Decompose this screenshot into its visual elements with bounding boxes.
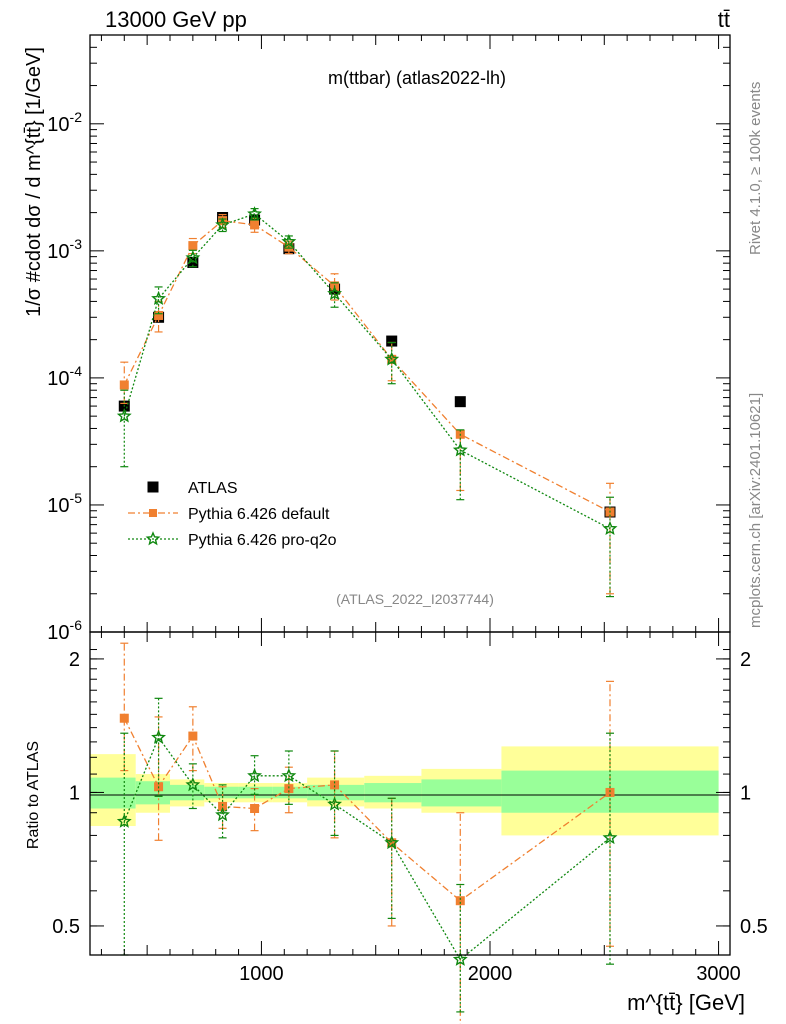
ratio-panel-frame xyxy=(89,631,731,956)
legend-label: Pythia 6.426 default xyxy=(188,506,330,523)
pythia-default-line xyxy=(123,219,611,513)
x-tick-label: 3000 xyxy=(696,963,741,985)
analysis-watermark: (ATLAS_2022_I2037744) xyxy=(336,591,494,607)
x-axis-label: m^{tt̄} [GeV] xyxy=(627,990,745,1015)
pythia-pro-q2o-point xyxy=(602,520,618,536)
ratio-y-tick-label-left: 0.5 xyxy=(52,916,80,938)
pythia-pro-q2o-point xyxy=(215,217,231,232)
ratio-pythia-pro-q2o-point xyxy=(116,813,132,828)
ratio-pythia-default-point xyxy=(119,713,129,723)
atlas-data-point xyxy=(386,335,398,347)
main-y-tick-exponent: -3 xyxy=(70,236,83,252)
ratio-inner-band xyxy=(90,777,136,809)
ratio-pythia-default-point xyxy=(218,801,228,811)
x-tick-label: 1000 xyxy=(239,963,284,985)
pythia-pro-q2o-point xyxy=(327,285,343,301)
chart-title: m(ttbar) (atlas2022-lh) xyxy=(328,68,506,88)
ratio-pythia-default-point xyxy=(455,896,465,906)
ratio-pythia-pro-q2o-point xyxy=(281,768,297,783)
atlas-data-point xyxy=(454,396,466,408)
main-y-tick-label: 10-4 xyxy=(47,363,82,390)
ratio-pythia-default-point xyxy=(605,787,615,797)
ratio-y-tick-label-right: 2 xyxy=(740,649,751,671)
rivet-version-label: Rivet 4.1.0, ≥ 100k events xyxy=(747,82,764,255)
ratio-pythia-default-point xyxy=(284,784,294,794)
ratio-pythia-default-point xyxy=(330,780,340,790)
main-y-tick-exponent: -2 xyxy=(70,109,83,125)
ratio-panel: 0.5 0.5 1 1 2 2 1000 2000 3000 Ratio to ATLAS m^… xyxy=(25,631,768,1024)
ratio-inner-band xyxy=(364,783,422,803)
ratio-pythia-pro-q2o-point xyxy=(327,796,343,811)
ratio-inner-band xyxy=(204,786,239,799)
ratio-pythia-pro-q2o-point xyxy=(151,729,167,744)
main-series xyxy=(116,206,618,598)
main-y-tick-label: 10-2 xyxy=(47,109,82,136)
ratio-y-axis-label: Ratio to ATLAS xyxy=(25,741,42,849)
ratio-bands xyxy=(90,746,719,836)
energy-label: 13000 GeV pp xyxy=(105,7,247,32)
ratio-y-tick-label-right: 1 xyxy=(740,782,751,804)
ratio-inner-band xyxy=(238,786,273,799)
ratio-pythia-pro-q2o-point xyxy=(452,951,468,966)
ratio-y-tick-label-left: 1 xyxy=(69,782,80,804)
pythia-pro-q2o-line xyxy=(123,213,611,530)
y-axis-label: 1/σ #cdot dσ / d m^{tt̄} [1/GeV] xyxy=(23,47,45,317)
ratio-pythia-pro-q2o-point xyxy=(602,830,618,845)
legend: ATLAS Pythia 6.426 default Pythia 6.426 pr… xyxy=(128,480,337,549)
pythia-pro-q2o-point xyxy=(116,408,132,423)
main-y-tick-exponent: -4 xyxy=(70,363,83,379)
main-y-tick-exponent: -6 xyxy=(70,617,83,633)
ratio-y-tick-label-left: 2 xyxy=(69,649,80,671)
main-y-tick-label: 10-3 xyxy=(47,236,82,263)
ratio-inner-band xyxy=(170,784,205,801)
pythia-default-point xyxy=(188,241,198,251)
ratio-inner-band xyxy=(307,784,365,801)
pythia-pro-q2o-point xyxy=(247,206,263,221)
pythia-default-point xyxy=(154,310,164,320)
legend-default-marker xyxy=(149,509,157,517)
ratio-pythia-default-point xyxy=(250,803,260,813)
pythia-pro-q2o-point xyxy=(384,351,400,366)
legend-atlas-marker xyxy=(147,481,159,493)
main-y-tick-exponent: -5 xyxy=(70,490,83,506)
x-tick-label: 2000 xyxy=(468,963,513,985)
mcplots-source-label: mcplots.cern.ch [arXiv:2401.10621] xyxy=(747,393,764,628)
ratio-pythia-pro-q2o-point xyxy=(384,834,400,850)
ratio-pythia-pro-q2o-point xyxy=(247,768,263,783)
main-y-tick-label: 10-6 xyxy=(47,617,82,644)
ratio-inner-band xyxy=(421,779,502,807)
ratio-inner-band xyxy=(135,781,170,805)
pythia-pro-q2o-point xyxy=(452,442,468,457)
process-label: tt̄ xyxy=(718,7,730,32)
main-panel-frame xyxy=(89,34,731,633)
ratio-pythia-pro-q2o-point xyxy=(215,807,231,822)
main-y-tick-label: 10-5 xyxy=(47,490,82,517)
ratio-pythia-default-point xyxy=(387,838,397,848)
pythia-default-point xyxy=(250,220,260,230)
ratio-y-tick-label-right: 0.5 xyxy=(740,916,768,938)
main-ticks: 10-6 10-5 10-4 10-3 10-2 xyxy=(47,34,730,644)
legend-label: Pythia 6.426 pro-q2o xyxy=(188,532,337,549)
pythia-default-point xyxy=(119,380,129,390)
ratio-pythia-pro-q2o-point xyxy=(185,777,201,792)
pythia-pro-q2o-point xyxy=(151,290,167,306)
legend-label: ATLAS xyxy=(188,480,238,497)
legend-q2o-marker xyxy=(145,531,161,546)
pythia-pro-q2o-point xyxy=(185,250,201,265)
pythia-pro-q2o-point xyxy=(281,233,297,249)
ratio-ticks: 0.5 0.5 1 1 2 2 1000 2000 3000 xyxy=(52,632,768,985)
ratio-series xyxy=(116,642,618,1024)
main-panel: 10-6 10-5 10-4 10-3 10-2 m(ttbar) (atlas2022… xyxy=(23,34,731,644)
ratio-pythia-default-point xyxy=(188,731,198,741)
